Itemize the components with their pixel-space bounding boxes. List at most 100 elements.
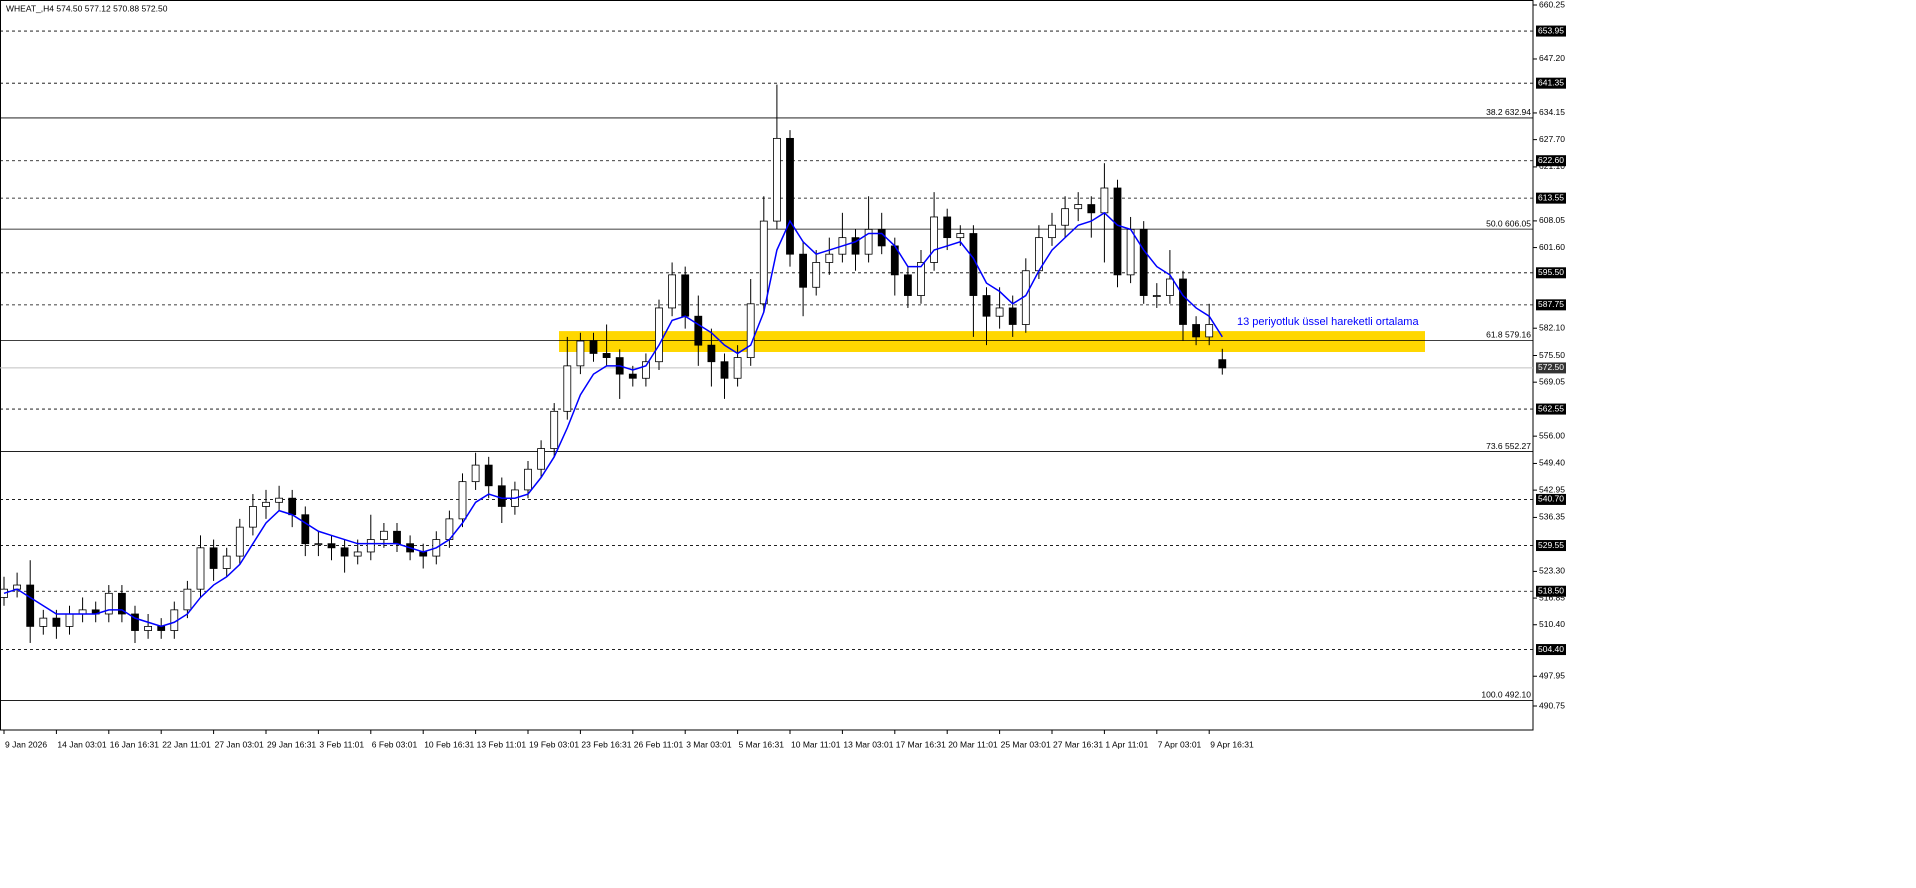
candle-body <box>576 340 585 367</box>
x-tick-label: 3 Mar 03:01 <box>686 739 732 749</box>
candle-body <box>288 497 297 516</box>
candle-body <box>746 303 755 358</box>
candle-body <box>39 617 48 627</box>
candle-body <box>786 137 794 255</box>
candle-body <box>1179 278 1187 325</box>
level-label-bg <box>1536 585 1566 597</box>
candle-body <box>550 410 559 449</box>
level-label-bg <box>1536 267 1566 279</box>
level-label: 504.40 <box>1538 644 1564 654</box>
candle-body <box>563 365 572 412</box>
x-tick-label: 16 Jan 16:31 <box>110 739 159 749</box>
level-label-bg <box>1536 155 1566 167</box>
x-tick-label: 10 Feb 16:31 <box>424 739 474 749</box>
y-tick-label: 523.30 <box>1539 566 1565 576</box>
candle-body <box>642 361 650 379</box>
candle-body <box>930 216 938 263</box>
candle-body <box>995 307 1004 317</box>
fib-label: 50.0 606.05 <box>1486 218 1531 228</box>
level-label: 595.50 <box>1538 267 1564 277</box>
candle-body <box>1126 228 1135 276</box>
candle-body <box>366 539 375 553</box>
y-tick-label: 627.70 <box>1539 134 1565 144</box>
y-tick-label: 660.25 <box>1539 0 1565 9</box>
candle-body <box>655 307 663 363</box>
candle-body <box>1139 228 1148 296</box>
y-tick-label: 647.20 <box>1539 53 1565 63</box>
candle-body <box>943 216 952 239</box>
x-tick-label: 5 Mar 16:31 <box>739 739 785 749</box>
x-tick-label: 9 Jan 2026 <box>5 739 47 749</box>
level-label: 518.50 <box>1538 585 1564 595</box>
candle-body <box>877 228 886 247</box>
candle-body <box>353 551 362 557</box>
candle-body <box>393 530 401 545</box>
candle-body <box>196 547 205 590</box>
ema-label: 13 periyotluk üssel hareketli ortalama <box>1237 316 1419 328</box>
fib-label: 100.0 492.10 <box>1481 690 1531 700</box>
candle-body <box>301 514 310 545</box>
level-label: 613.55 <box>1538 192 1564 202</box>
x-tick-label: 6 Feb 03:01 <box>372 739 418 749</box>
candle-body <box>524 468 532 491</box>
candle-body <box>314 543 323 546</box>
fib-label: 61.8 579.16 <box>1486 330 1531 340</box>
x-tick-label: 13 Mar 03:01 <box>843 739 893 749</box>
y-tick-label: 536.35 <box>1539 512 1565 522</box>
candle-body <box>275 497 284 503</box>
candle-body <box>1061 208 1069 226</box>
level-label-bg <box>1536 493 1566 505</box>
x-tick-label: 22 Jan 11:01 <box>162 739 211 749</box>
level-label-bg <box>1536 644 1566 656</box>
level-label-bg <box>1536 192 1566 204</box>
candle-body <box>589 340 598 354</box>
candle-body <box>825 253 834 263</box>
candle-body <box>144 625 153 631</box>
x-tick-label: 19 Feb 03:01 <box>529 739 579 749</box>
y-tick-label: 634.15 <box>1539 107 1565 117</box>
level-label: 529.55 <box>1538 540 1564 550</box>
candle-body <box>602 353 611 358</box>
candle-body <box>118 592 126 615</box>
candle-body <box>262 501 270 507</box>
y-tick-label: 608.05 <box>1539 215 1565 225</box>
candle-body <box>1205 324 1214 338</box>
x-tick-label: 13 Feb 11:01 <box>477 739 527 749</box>
candle-body <box>497 485 506 507</box>
y-tick-label: 542.95 <box>1539 484 1565 494</box>
candle-body <box>904 274 912 296</box>
x-tick-label: 3 Feb 11:01 <box>319 739 364 749</box>
x-tick-label: 1 Apr 11:01 <box>1105 739 1148 749</box>
level-label: 562.55 <box>1538 403 1564 413</box>
candle-body <box>471 464 480 483</box>
x-tick-label: 7 Apr 03:01 <box>1158 739 1202 749</box>
level-label-bg <box>1536 77 1566 89</box>
candle-body <box>759 220 768 305</box>
candle-body <box>484 464 493 487</box>
x-tick-label: 9 Apr 16:31 <box>1210 739 1254 749</box>
x-tick-label: 26 Feb 11:01 <box>634 739 684 749</box>
candle-body <box>864 228 873 255</box>
candle-body <box>248 506 257 528</box>
fib-label: 73.6 552.27 <box>1486 441 1531 451</box>
y-tick-label: 582.10 <box>1539 322 1565 332</box>
candle-body <box>52 617 61 627</box>
level-label: 587.75 <box>1538 299 1564 309</box>
candle-body <box>1152 295 1161 297</box>
level-label: 622.60 <box>1538 155 1564 165</box>
candle-body <box>1074 204 1083 210</box>
candle-body <box>1166 278 1174 296</box>
candle-body <box>694 315 703 346</box>
candle-body <box>131 613 139 631</box>
level-label: 653.95 <box>1538 25 1564 35</box>
candle-body <box>1008 307 1017 325</box>
candle-body <box>458 481 467 520</box>
candle-body <box>379 530 388 540</box>
candle-body <box>812 262 821 288</box>
candle-body <box>982 295 991 317</box>
candle-body <box>327 543 336 549</box>
candle-body <box>733 357 742 379</box>
candle-body <box>1192 324 1200 338</box>
ema-line <box>3 211 1223 628</box>
